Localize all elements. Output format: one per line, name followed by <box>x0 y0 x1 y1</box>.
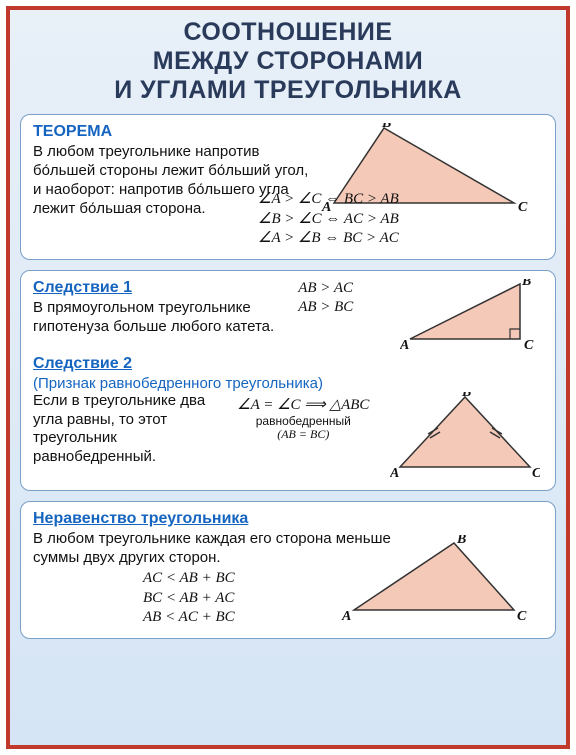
cor1-math-2: AB > BC <box>298 298 400 318</box>
corollary2-heading: Следствие 2 <box>33 355 543 373</box>
ineq-math-1: AC < AB + BC <box>143 569 339 589</box>
corollary2-subheading: (Признак равнобедренного треугольника) <box>33 375 543 392</box>
ineq-vertex-a: A <box>341 609 351 624</box>
inequality-heading: Неравенство треугольника <box>33 510 543 528</box>
corollary1-heading: Следствие 1 <box>33 279 298 297</box>
theorem-math-3: ∠A > ∠B ⇔ BC > AC <box>258 229 543 249</box>
rt-vertex-b: B <box>521 279 531 289</box>
corollary2-triangle: A B C <box>390 392 540 480</box>
iso-vertex-a: A <box>390 466 399 480</box>
card-corollaries: Следствие 1 В прямоугольном треугольнике… <box>20 270 556 491</box>
vertex-c-label: C <box>518 200 528 215</box>
poster-frame: СООТНОШЕНИЕ МЕЖДУ СТОРОНАМИ И УГЛАМИ ТРЕ… <box>6 6 570 749</box>
main-title: СООТНОШЕНИЕ МЕЖДУ СТОРОНАМИ И УГЛАМИ ТРЕ… <box>20 18 556 104</box>
title-line-3: И УГЛАМИ ТРЕУГОЛЬНИКА <box>114 76 462 104</box>
vertex-b-label: B <box>381 123 391 131</box>
cor1-math-1: AB > AC <box>298 279 400 299</box>
title-line-1: СООТНОШЕНИЕ <box>183 18 392 46</box>
ineq-vertex-c: C <box>517 609 527 624</box>
corollary1-triangle: A B C <box>400 279 535 351</box>
card-theorem: ТЕОРЕМА В любом треугольнике напротив бо… <box>20 114 556 260</box>
iso-vertex-c: C <box>532 466 540 480</box>
corollary2-text: Если в треугольнике два угла равны, то э… <box>33 392 217 467</box>
ineq-math-2: BC < AB + AC <box>143 589 339 609</box>
theorem-heading: ТЕОРЕМА <box>33 123 314 141</box>
corollary1-text: В прямоугольном треугольнике гипотенуза … <box>33 299 298 337</box>
card-inequality: Неравенство треугольника В любом треугол… <box>20 501 556 639</box>
rt-vertex-c: C <box>524 338 534 351</box>
cor2-math-top: ∠A = ∠C ⟹ △ABC <box>217 396 390 416</box>
iso-vertex-b: B <box>461 392 471 400</box>
title-line-2: МЕЖДУ СТОРОНАМИ <box>153 47 423 75</box>
inequality-triangle: A B C <box>339 535 529 625</box>
ineq-vertex-b: B <box>456 535 466 547</box>
rt-vertex-a: A <box>400 338 409 351</box>
cor2-note-2: (AB = BC) <box>217 428 390 441</box>
ineq-math-3: AB < AC + BC <box>143 608 339 628</box>
